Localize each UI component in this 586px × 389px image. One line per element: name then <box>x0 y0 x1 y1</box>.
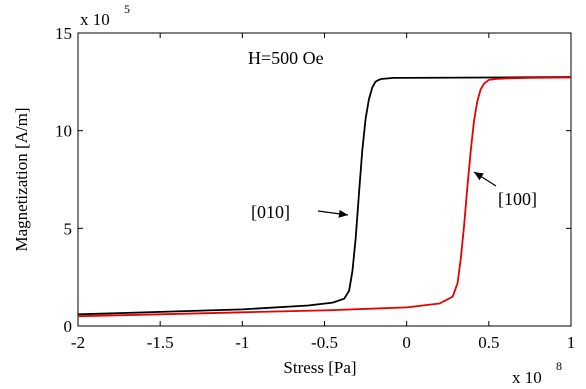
x-tick-label: 0.5 <box>478 333 499 352</box>
label-100-annotation: [100] <box>498 189 537 209</box>
arrow-010-head <box>338 209 348 218</box>
x-tick-label: -0.5 <box>311 333 338 352</box>
annotation-arrows <box>317 171 497 218</box>
series-line-010 <box>77 76 572 316</box>
y-tick-label: 5 <box>64 219 73 238</box>
y-axis-multiplier: x 10 5 <box>80 2 130 29</box>
y-tick-label: 10 <box>55 122 72 141</box>
arrow-100-head <box>474 172 484 181</box>
label-010-annotation: [010] <box>251 202 290 222</box>
series-line-100 <box>77 76 572 318</box>
x-axis-label: Stress [Pa] <box>283 358 356 377</box>
x-tick-label: -2 <box>71 333 85 352</box>
x-tick-label: 0 <box>402 333 411 352</box>
x-tick-label: -1 <box>235 333 249 352</box>
x-tick-label: -1.5 <box>147 333 174 352</box>
y-multiplier-base: x 10 <box>80 10 110 29</box>
y-tick-label: 15 <box>55 24 72 43</box>
x-multiplier-base: x 10 <box>512 368 542 387</box>
x-axis-multiplier: x 10 8 <box>512 359 562 387</box>
y-tick-label: 0 <box>64 317 73 336</box>
series-layer <box>77 76 572 318</box>
axis-ticks <box>77 32 572 327</box>
y-axis-label: Magnetization [A/m] <box>12 108 31 252</box>
x-tick-label: 1 <box>567 333 576 352</box>
y-multiplier-exponent: 5 <box>124 2 130 16</box>
x-multiplier-exponent: 8 <box>556 359 562 373</box>
field-annotation: H=500 Oe <box>248 48 324 68</box>
